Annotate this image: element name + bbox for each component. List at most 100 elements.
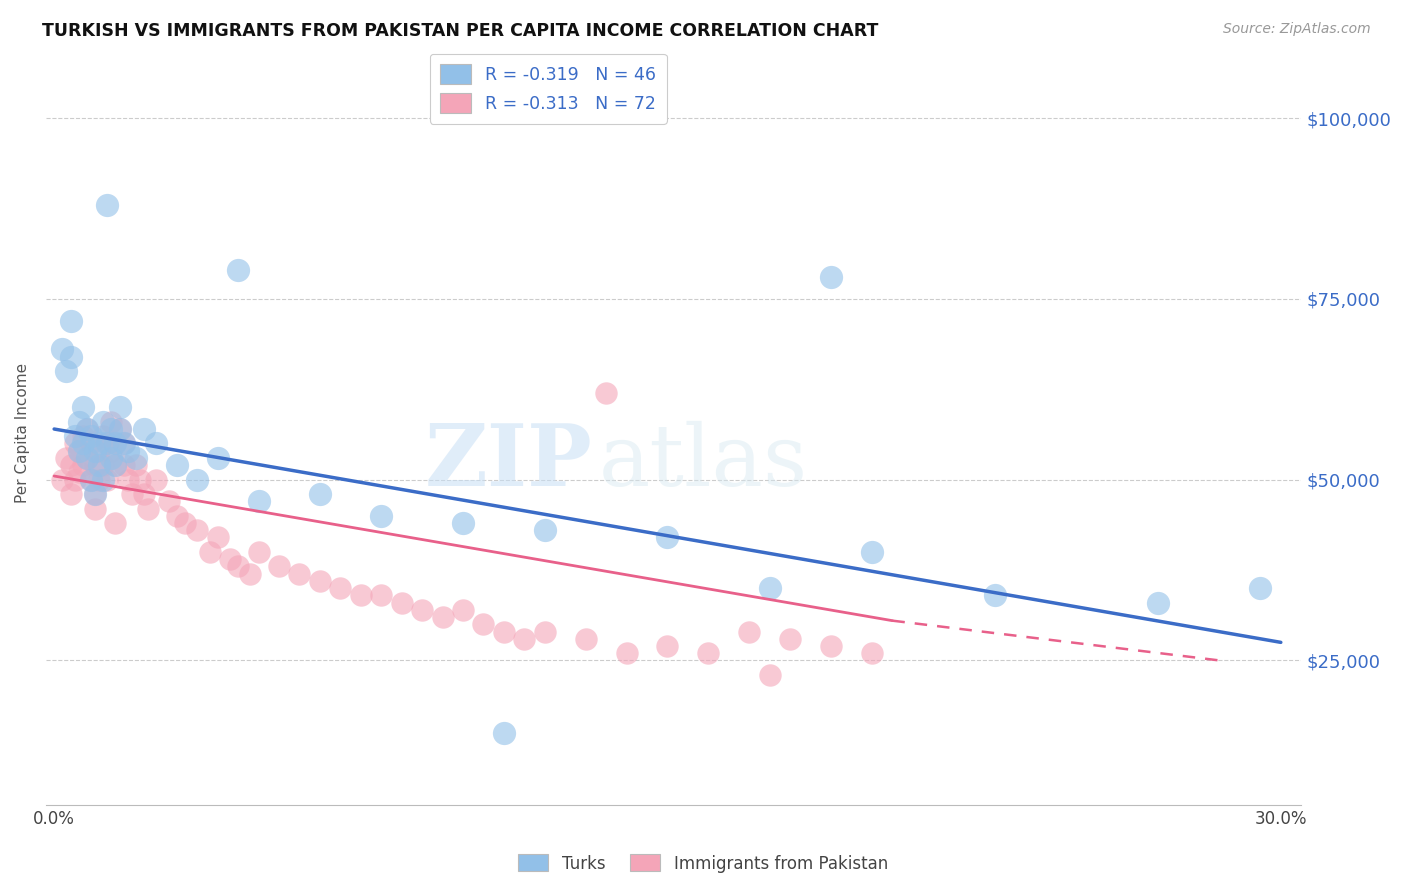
Point xyxy=(329,581,352,595)
Point xyxy=(513,632,536,646)
Point xyxy=(186,523,208,537)
Point xyxy=(59,458,82,473)
Point xyxy=(67,443,90,458)
Point xyxy=(1147,596,1170,610)
Point xyxy=(391,596,413,610)
Point xyxy=(820,639,842,653)
Point xyxy=(67,415,90,429)
Point xyxy=(104,458,127,473)
Y-axis label: Per Capita Income: Per Capita Income xyxy=(15,362,30,503)
Point xyxy=(738,624,761,639)
Point xyxy=(575,632,598,646)
Point xyxy=(533,624,555,639)
Point xyxy=(198,545,221,559)
Point xyxy=(72,436,94,450)
Point xyxy=(76,450,98,465)
Point xyxy=(267,559,290,574)
Point xyxy=(80,429,103,443)
Legend: R = -0.319   N = 46, R = -0.313   N = 72: R = -0.319 N = 46, R = -0.313 N = 72 xyxy=(430,54,666,124)
Point xyxy=(1249,581,1271,595)
Point xyxy=(91,429,114,443)
Point xyxy=(157,494,180,508)
Text: TURKISH VS IMMIGRANTS FROM PAKISTAN PER CAPITA INCOME CORRELATION CHART: TURKISH VS IMMIGRANTS FROM PAKISTAN PER … xyxy=(42,22,879,40)
Point xyxy=(96,198,118,212)
Point xyxy=(100,415,122,429)
Point xyxy=(820,270,842,285)
Point xyxy=(72,401,94,415)
Point xyxy=(132,487,155,501)
Point xyxy=(51,343,73,357)
Point xyxy=(132,422,155,436)
Point xyxy=(91,415,114,429)
Point xyxy=(288,566,311,581)
Point xyxy=(125,458,148,473)
Point xyxy=(145,436,167,450)
Point xyxy=(67,443,90,458)
Point xyxy=(89,443,111,458)
Point xyxy=(108,401,131,415)
Point xyxy=(860,545,883,559)
Text: ZIP: ZIP xyxy=(425,420,592,505)
Point xyxy=(63,473,86,487)
Point xyxy=(104,516,127,530)
Point xyxy=(72,429,94,443)
Point xyxy=(67,466,90,480)
Point xyxy=(595,385,617,400)
Point xyxy=(657,531,679,545)
Point xyxy=(166,508,188,523)
Point xyxy=(121,487,143,501)
Point xyxy=(96,436,118,450)
Point xyxy=(91,473,114,487)
Point xyxy=(860,646,883,660)
Legend: Turks, Immigrants from Pakistan: Turks, Immigrants from Pakistan xyxy=(512,847,894,880)
Text: Source: ZipAtlas.com: Source: ZipAtlas.com xyxy=(1223,22,1371,37)
Point xyxy=(657,639,679,653)
Point xyxy=(89,473,111,487)
Point xyxy=(59,487,82,501)
Point xyxy=(239,566,262,581)
Point xyxy=(84,443,107,458)
Point xyxy=(96,473,118,487)
Point xyxy=(758,668,780,682)
Point xyxy=(411,603,433,617)
Point xyxy=(84,458,107,473)
Point xyxy=(104,436,127,450)
Point xyxy=(247,545,270,559)
Text: atlas: atlas xyxy=(599,421,807,504)
Point xyxy=(72,458,94,473)
Point xyxy=(125,450,148,465)
Point xyxy=(84,487,107,501)
Point xyxy=(59,350,82,364)
Point xyxy=(112,458,135,473)
Point xyxy=(129,473,152,487)
Point xyxy=(59,313,82,327)
Point xyxy=(207,531,229,545)
Point xyxy=(145,473,167,487)
Point xyxy=(63,436,86,450)
Point xyxy=(207,450,229,465)
Point xyxy=(779,632,801,646)
Point xyxy=(451,603,474,617)
Point xyxy=(492,725,515,739)
Point xyxy=(758,581,780,595)
Point xyxy=(186,473,208,487)
Point xyxy=(55,450,77,465)
Point xyxy=(112,436,135,450)
Point xyxy=(616,646,638,660)
Point xyxy=(370,588,392,602)
Point xyxy=(108,422,131,436)
Point xyxy=(80,436,103,450)
Point xyxy=(472,617,495,632)
Point xyxy=(117,443,139,458)
Point xyxy=(247,494,270,508)
Point xyxy=(451,516,474,530)
Point xyxy=(112,436,135,450)
Point xyxy=(80,473,103,487)
Point xyxy=(84,487,107,501)
Point xyxy=(533,523,555,537)
Point xyxy=(117,473,139,487)
Point xyxy=(84,501,107,516)
Point xyxy=(89,458,111,473)
Point xyxy=(91,458,114,473)
Point xyxy=(350,588,373,602)
